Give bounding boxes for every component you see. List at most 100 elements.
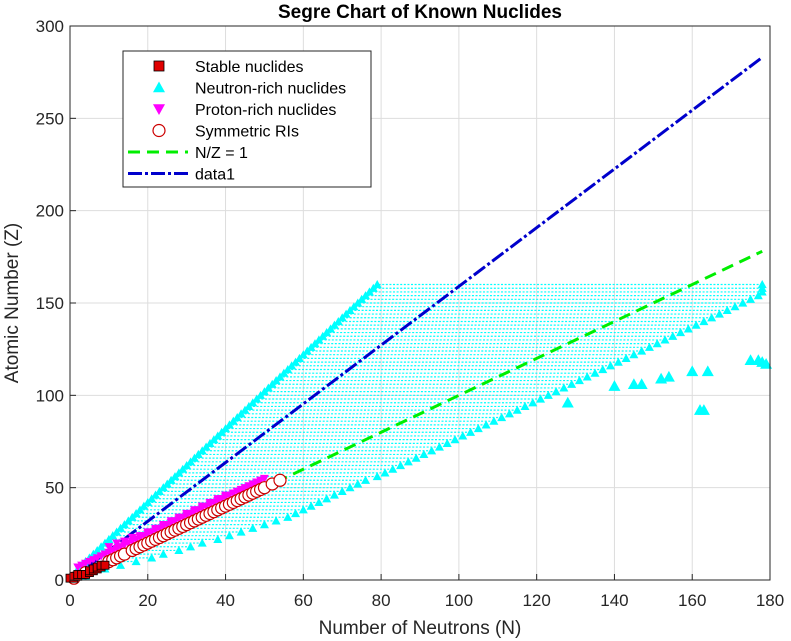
x-tick-label: 160 (678, 591, 706, 610)
neutron-rich-point (551, 387, 561, 396)
neutron-rich-point (662, 370, 675, 382)
neutron-rich-point (707, 313, 717, 322)
proton-rich-point (135, 532, 145, 541)
neutron-rich-point (722, 305, 732, 314)
neutron-rich-point (582, 372, 592, 381)
proton-rich-point (228, 489, 238, 498)
x-tick-label: 20 (138, 591, 157, 610)
neutron-rich-point (757, 280, 767, 289)
neutron-rich-point (567, 379, 577, 388)
neutron-rich-point (697, 404, 710, 415)
neutron-rich-point (248, 523, 258, 532)
nz-equals-one-line (69, 249, 763, 582)
neutron-rich-point (606, 361, 616, 370)
neutron-rich-point (543, 390, 553, 399)
neutron-rich-point (306, 501, 316, 510)
neutron-rich-point (186, 542, 196, 551)
neutron-rich-point (361, 475, 371, 484)
neutron-rich-point (174, 545, 184, 555)
neutron-rich-point (236, 527, 246, 536)
x-tick-label: 180 (756, 591, 784, 610)
proton-rich-point (151, 524, 161, 533)
neutron-rich-point (458, 431, 468, 440)
y-tick-label: 300 (36, 17, 64, 36)
neutron-rich-point (396, 461, 406, 470)
neutron-rich-point (259, 520, 269, 529)
data1-line (69, 56, 764, 582)
neutron-rich-point (561, 396, 574, 408)
proton-rich-point (213, 495, 223, 504)
series-proton-rich (73, 474, 269, 572)
proton-rich-point (259, 474, 269, 483)
proton-rich-point (182, 509, 192, 519)
neutron-rich-point (574, 376, 584, 385)
proton-rich-point (112, 539, 122, 548)
neutron-rich-point (635, 378, 648, 390)
proton-rich-point (205, 498, 215, 507)
neutron-rich-point (744, 354, 757, 366)
neutron-rich-point (528, 398, 538, 407)
y-axis-label: Atomic Number (Z) (2, 223, 23, 383)
stable-nuclide-point (100, 560, 110, 570)
neutron-rich-point (590, 368, 600, 377)
axis-ticks: 0 20 40 60 80 100 120 140 160 180 0 50 100 150 200 250 3… (36, 17, 785, 610)
neutron-rich-point (372, 472, 382, 481)
y-tick-label: 250 (36, 109, 64, 128)
neutron-rich-point (512, 405, 522, 414)
neutron-rich-point (504, 409, 514, 418)
neutron-rich-point (322, 494, 332, 503)
neutron-rich-point (411, 453, 421, 462)
proton-rich-point (127, 533, 137, 543)
x-tick-label: 100 (445, 591, 473, 610)
neutron-rich-point (314, 497, 324, 507)
neutron-rich-point (520, 401, 530, 411)
neutron-rich-point (676, 328, 686, 337)
neutron-rich-point (746, 294, 756, 303)
neutron-rich-point (147, 553, 157, 562)
legend-label: data1 (195, 167, 235, 184)
neutron-rich-point (691, 320, 701, 329)
proton-rich-point (221, 491, 231, 500)
neutron-rich-point (686, 365, 699, 377)
neutron-rich-point (668, 331, 678, 340)
neutron-rich-point (760, 357, 773, 369)
x-tick-label: 140 (600, 591, 628, 610)
x-tick-label: 60 (294, 591, 313, 610)
proton-rich-point (174, 513, 184, 522)
legend-label: N/Z = 1 (195, 145, 248, 162)
neutron-rich-point (442, 438, 452, 447)
legend-marker-proton-rich (153, 104, 165, 115)
legend-marker-symmetric (152, 123, 166, 138)
neutron-rich-point (158, 549, 168, 558)
neutron-rich-point (427, 446, 437, 455)
neutron-rich-point (559, 383, 569, 392)
neutron-rich-point (629, 350, 639, 359)
neutron-rich-point (329, 490, 339, 499)
y-tick-label: 100 (36, 386, 64, 405)
neutron-rich-point (644, 342, 654, 351)
neutron-rich-point (699, 316, 709, 326)
x-tick-label: 0 (65, 591, 74, 610)
legend-marker-neutron-rich (153, 81, 165, 93)
neutron-rich-point (738, 298, 748, 307)
legend-label: Stable nuclides (195, 59, 304, 76)
neutron-rich-point (380, 468, 390, 477)
proton-rich-point (189, 506, 199, 515)
neutron-rich-point (714, 309, 724, 318)
neutron-rich-point (434, 442, 444, 451)
series-symmetric-ris (67, 473, 287, 585)
neutron-rich-point (497, 412, 507, 422)
legend-label: Proton-rich nuclides (195, 102, 336, 119)
legend: Stable nuclides Neutron-rich nuclides Prot… (122, 50, 372, 188)
neutron-rich-point (627, 378, 640, 390)
neutron-rich-point (621, 353, 631, 362)
neutron-rich-point (298, 505, 308, 514)
plot-data (65, 56, 773, 585)
neutron-rich-point (652, 339, 662, 348)
neutron-rich-point (419, 449, 429, 459)
neutron-rich-point (224, 531, 234, 540)
neutron-rich-point (388, 464, 398, 473)
neutron-rich-point (660, 335, 670, 344)
x-tick-label: 80 (372, 591, 391, 610)
x-tick-label: 120 (522, 591, 550, 610)
